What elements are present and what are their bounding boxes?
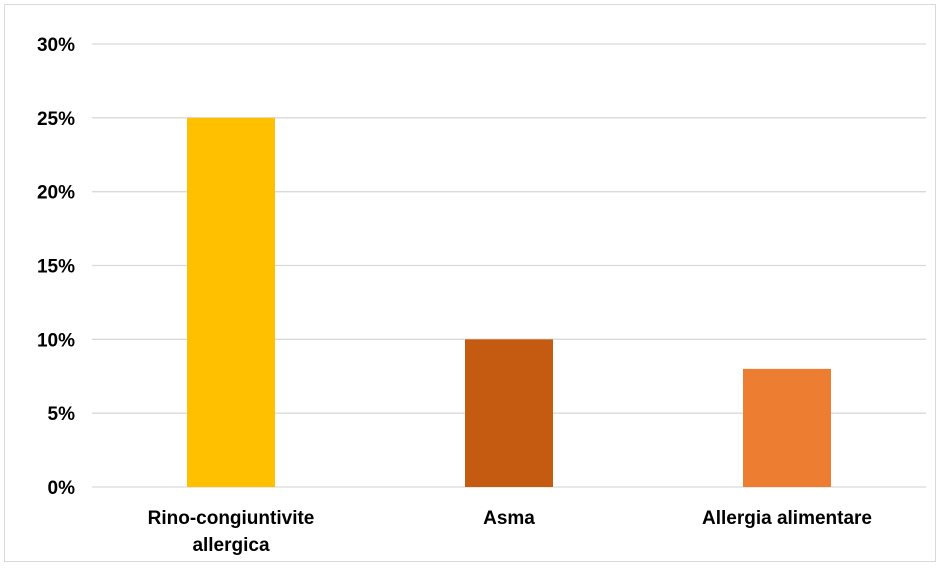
y-tick-label: 15% [37, 257, 75, 278]
y-tick-label: 10% [37, 330, 75, 351]
x-tick-label: Asma [483, 508, 535, 529]
y-tick-label: 0% [48, 478, 76, 499]
x-tick-label: allergica [192, 535, 270, 556]
y-tick-label: 5% [48, 404, 76, 425]
bar [743, 368, 831, 487]
y-tick-label: 20% [37, 183, 75, 204]
bar [187, 117, 275, 487]
x-tick-label: Rino-congiuntivite [148, 508, 315, 529]
y-tick-label: 25% [37, 109, 75, 130]
bar [465, 339, 553, 487]
x-tick-label: Allergia alimentare [702, 508, 872, 529]
y-tick-label: 30% [37, 35, 75, 56]
